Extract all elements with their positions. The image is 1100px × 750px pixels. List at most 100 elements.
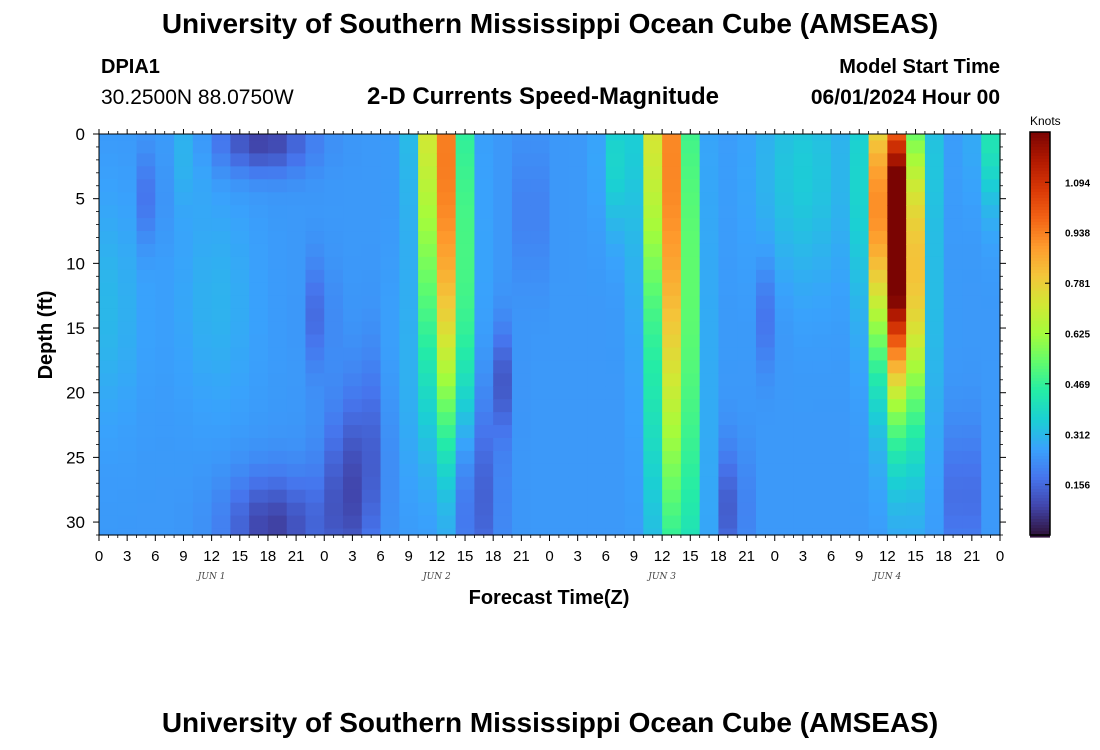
heatmap-cell (493, 153, 513, 167)
heatmap-cell (361, 166, 382, 180)
heatmap-cell (774, 321, 795, 336)
heatmap-cell (493, 373, 513, 387)
heatmap-cell (737, 502, 757, 517)
colorbar-segment (1030, 447, 1050, 451)
heatmap-cell (643, 463, 663, 478)
heatmap-cell (662, 450, 682, 465)
heatmap-cell (211, 179, 231, 193)
heatmap-cell (136, 134, 156, 142)
x-tick-label: 15 (907, 548, 924, 565)
colorbar-segment (1030, 291, 1050, 295)
heatmap-cell (943, 373, 964, 387)
heatmap-cell (192, 437, 213, 452)
heatmap-cell (981, 476, 1001, 491)
heatmap-cell (305, 386, 325, 400)
heatmap-cell (286, 282, 307, 297)
x-tick-label: 21 (513, 548, 530, 565)
heatmap-cell (436, 412, 457, 426)
colorbar-segment (1030, 342, 1050, 346)
heatmap-cell (849, 334, 870, 349)
heatmap-cell (361, 502, 382, 517)
heatmap-cell (549, 489, 569, 504)
heatmap-cell (455, 489, 476, 504)
heatmap-cell (380, 425, 400, 439)
heatmap-cell (568, 218, 588, 232)
heatmap-cell (887, 321, 907, 336)
heatmap-cell (418, 269, 438, 284)
heatmap-cell (793, 334, 813, 349)
heatmap-cell (906, 347, 926, 361)
heatmap-cell (530, 231, 551, 245)
colorbar-tick-label: 0.469 (1065, 380, 1090, 391)
heatmap-cell (718, 231, 738, 245)
colorbar-segment (1030, 210, 1050, 214)
heatmap-cell (699, 412, 720, 426)
x-tick-label: 21 (288, 548, 305, 565)
heatmap-cell (906, 269, 926, 284)
heatmap-cell (399, 412, 419, 426)
heatmap-cell (849, 347, 870, 361)
heatmap-cell (755, 515, 776, 530)
heatmap-cell (380, 386, 400, 400)
heatmap-cell (455, 205, 476, 219)
heatmap-cell (361, 269, 382, 284)
heatmap-cell (868, 166, 888, 180)
heatmap-cell (643, 231, 663, 245)
heatmap-cell (737, 192, 757, 206)
heatmap-cell (680, 373, 701, 387)
heatmap-cell (324, 179, 344, 193)
heatmap-cell (849, 463, 870, 478)
heatmap-cell (962, 321, 982, 336)
heatmap-cell (624, 515, 644, 530)
heatmap-cell (249, 308, 269, 323)
heatmap-cell (174, 373, 194, 387)
heatmap-cell (587, 218, 607, 232)
heatmap-cell (136, 476, 156, 491)
heatmap-cell (699, 334, 720, 349)
heatmap-cell (680, 321, 701, 336)
heatmap-cell (924, 231, 945, 245)
heatmap-cell (568, 231, 588, 245)
heatmap-cell (755, 166, 776, 180)
heatmap-cell (192, 218, 213, 232)
heatmap-cell (793, 231, 813, 245)
heatmap-cell (286, 140, 307, 155)
heatmap-cell (981, 179, 1001, 193)
heatmap-cell (849, 166, 870, 180)
heatmap-cell (587, 450, 607, 465)
heatmap-cell (605, 153, 626, 167)
colorbar-segment (1030, 264, 1050, 268)
heatmap-cell (755, 231, 776, 245)
heatmap-cell (793, 373, 813, 387)
heatmap-cell (305, 205, 325, 219)
heatmap-cell (380, 528, 400, 536)
heatmap-cell (549, 437, 569, 452)
heatmap-cell (887, 140, 907, 155)
heatmap-cell (624, 282, 644, 297)
colorbar-segment (1030, 492, 1050, 496)
heatmap-cell (155, 256, 175, 271)
colorbar-segment (1030, 312, 1050, 316)
heatmap-cell (755, 140, 776, 155)
colorbar-segment (1030, 162, 1050, 166)
heatmap-cell (493, 515, 513, 530)
heatmap-cell (774, 179, 795, 193)
heatmap-cell (418, 179, 438, 193)
heatmap-cell (943, 269, 964, 284)
heatmap-cell (305, 515, 325, 530)
heatmap-cell (605, 425, 626, 439)
heatmap-cell (849, 360, 870, 374)
heatmap-cell (174, 347, 194, 361)
x-tick-label: 3 (573, 548, 581, 565)
heatmap-cell (136, 166, 156, 180)
heatmap-cell (399, 256, 419, 271)
colorbar-segment (1030, 414, 1050, 418)
heatmap-cell (605, 134, 626, 142)
heatmap-cell (380, 412, 400, 426)
heatmap-cell (793, 489, 813, 504)
heatmap-cell (981, 425, 1001, 439)
heatmap-cell (962, 437, 982, 452)
heatmap-cell (136, 450, 156, 465)
heatmap-cell (549, 243, 569, 258)
heatmap-cell (624, 386, 644, 400)
